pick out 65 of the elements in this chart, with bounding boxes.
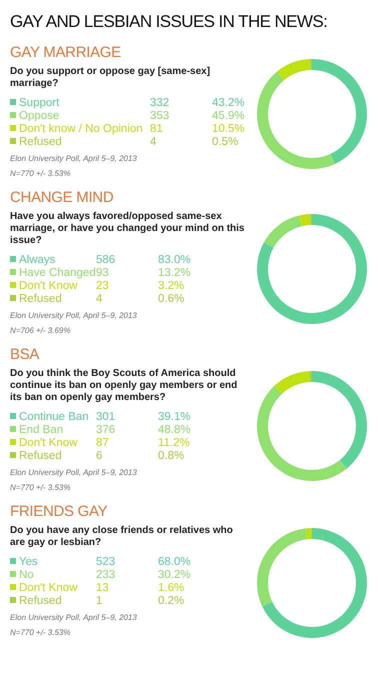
data-label: 10.5%	[212, 123, 245, 136]
text: N=706 +/- 3.69%	[10, 325, 72, 336]
text: Elon University Poll, April 5–9, 2013	[10, 153, 138, 164]
text: Do you think the Boy Scouts of America should continue its ban on openly gay members or end its ban on openly gay members?	[10, 368, 238, 404]
text: 81	[150, 123, 163, 135]
legend-label: Refused	[19, 136, 62, 148]
data-label: 11.2%	[158, 437, 191, 450]
legend-label: Continue Ban	[19, 411, 89, 423]
data-label: 0.2%	[158, 595, 186, 608]
text: Elon University Poll, April 5–9, 2013	[10, 612, 138, 623]
text: 301	[96, 411, 116, 423]
text: N=770 +/- 3.53%	[10, 168, 72, 179]
data-label: 43.2%	[212, 97, 245, 110]
legend-label: Don't Know	[19, 582, 78, 594]
data-label: 13.2%	[158, 267, 191, 280]
data-label: 1.6%	[158, 582, 186, 595]
text: 4	[96, 293, 102, 305]
legend-label: End Ban	[19, 424, 64, 436]
legend-label: Don't Know	[19, 280, 78, 292]
legend-label: Refused	[19, 450, 62, 462]
text: N=770 +/- 3.53%	[10, 627, 72, 638]
text: 93	[96, 267, 109, 279]
legend-label: Oppose	[19, 110, 60, 122]
data-label: 0.5%	[212, 136, 240, 149]
chart-subtitle: Do you have any close friends or relatives who are gay or lesbian?	[10, 525, 234, 549]
data-label: 39.1%	[158, 411, 191, 424]
legend-label: Always	[19, 254, 56, 266]
text: 1	[96, 595, 102, 607]
text: 332	[150, 97, 170, 109]
legend-label: Don't know / No Opinion	[19, 123, 143, 135]
text: Have you always favored/opposed same-sex marriage, or have you changed your mind on this issue?	[10, 211, 246, 247]
data-label: 48.8%	[158, 424, 191, 437]
legend-label: Have Changed	[19, 267, 96, 279]
text: 4	[150, 136, 156, 148]
chart-title: FRIENDS GAY	[10, 503, 108, 520]
legend-label: Refused	[19, 595, 62, 607]
legend-label: Don't Know	[19, 437, 78, 449]
text: 233	[96, 569, 116, 581]
data-label: 3.2%	[158, 280, 186, 293]
data-label: 68.0%	[158, 556, 191, 569]
text: Elon University Poll, April 5–9, 2013	[10, 467, 138, 478]
text: 353	[150, 110, 170, 122]
chart-title: BSA	[10, 346, 40, 363]
legend-label: Yes	[19, 556, 38, 568]
chart-title: GAY AND LESBIAN ISSUES IN THE NEWS:	[10, 12, 328, 32]
text: 23	[96, 280, 109, 292]
text: 586	[96, 254, 116, 266]
legend-label: No	[19, 569, 34, 581]
text: 376	[96, 424, 116, 436]
text: Do you support or oppose gay [same-sex] marriage?	[10, 66, 212, 90]
text: 13	[96, 582, 109, 594]
chart-subtitle: GAY MARRIAGE	[10, 44, 122, 61]
text: 6	[96, 450, 102, 462]
legend-label: Refused	[19, 293, 62, 305]
text: N=770 +/- 3.53%	[10, 482, 72, 493]
data-label: 0.8%	[158, 450, 186, 463]
data-label: 30.2%	[158, 569, 191, 582]
data-label: 45.9%	[212, 110, 245, 123]
text: 87	[96, 437, 109, 449]
chart-title: CHANGE MIND	[10, 189, 114, 206]
text: Elon University Poll, April 5–9, 2013	[10, 310, 138, 321]
data-label: 83.0%	[158, 254, 191, 267]
text: 523	[96, 556, 116, 568]
data-label: 0.6%	[158, 293, 186, 306]
legend-label: Support	[19, 97, 60, 109]
